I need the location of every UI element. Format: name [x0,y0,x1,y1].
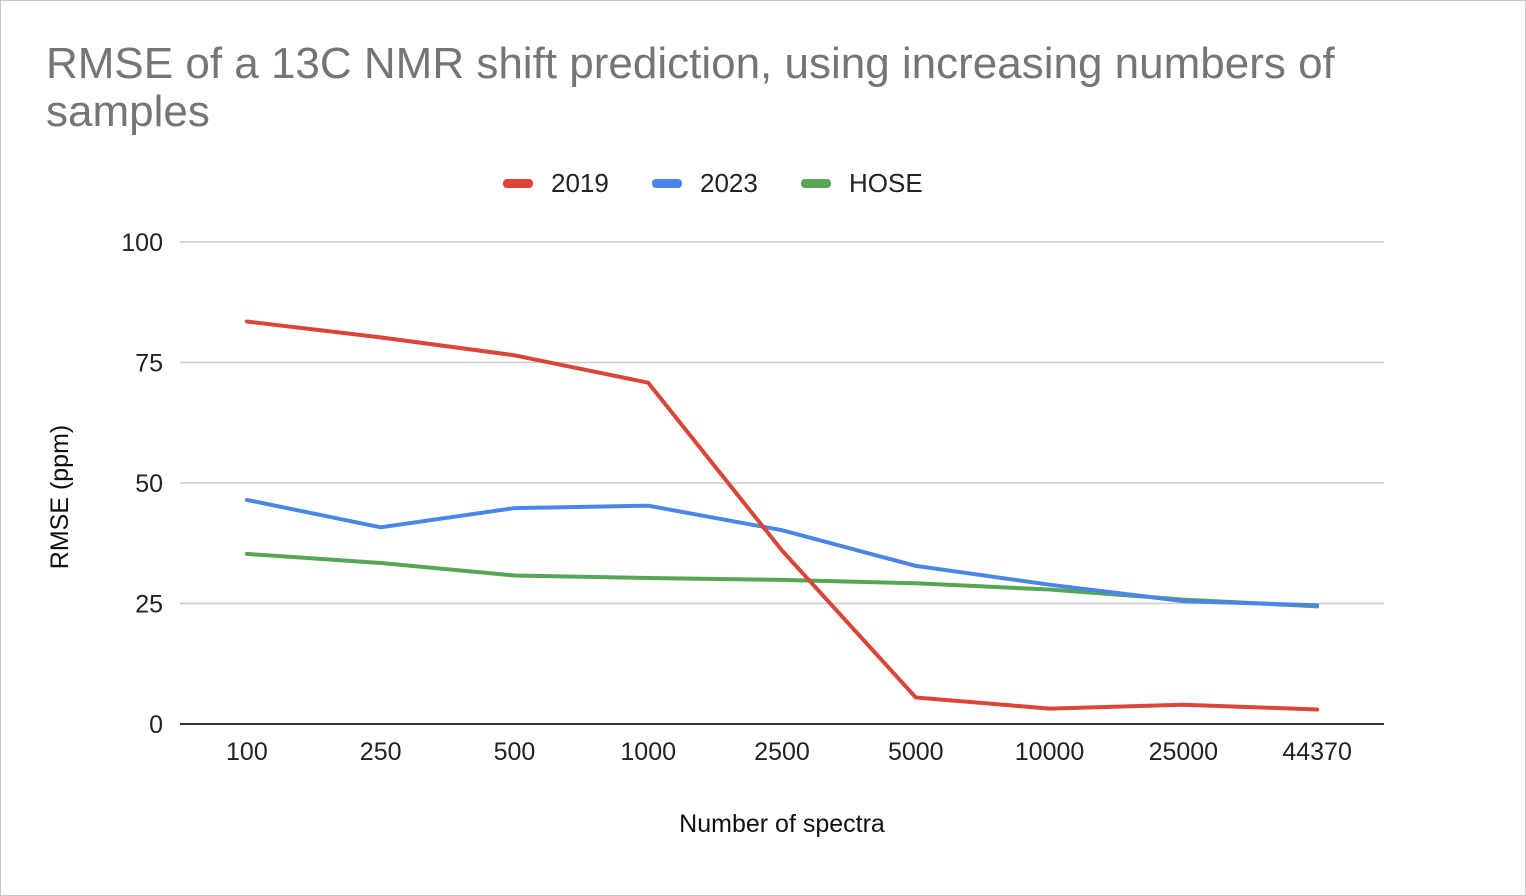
chart-title: RMSE of a 13C NMR shift prediction, usin… [46,39,1335,136]
x-tick-label-10000: 10000 [1015,738,1085,766]
x-tick-label-100: 100 [226,738,268,766]
legend-swatch-hose [801,178,831,188]
y-tick-label-25: 25 [135,591,163,619]
series-line-2019 [244,319,1320,712]
x-tick-label-2500: 2500 [754,738,810,766]
legend-item-2019[interactable]: 2019 [503,166,609,200]
legend-label-2019: 2019 [551,167,609,198]
y-tick-label-0: 0 [149,711,163,739]
x-tick-labels: 100 250 500 1000 2500 5000 10000 25000 44370 [226,738,1352,766]
legend-item-2023[interactable]: 2023 [652,166,758,200]
x-tick-label-500: 500 [494,738,536,766]
x-axis-title: Number of spectra [679,810,885,838]
legend-swatch-2023 [652,178,682,188]
chart-legend: 2019 2023 HOSE [0,166,1526,200]
x-tick-label-1000: 1000 [620,738,676,766]
x-tick-label-25000: 25000 [1149,738,1219,766]
y-axis-title: RMSE (ppm) [46,425,74,569]
y-tick-labels: 0 25 50 75 100 [121,229,163,739]
series-line-2023 [244,497,1320,608]
x-tick-label-5000: 5000 [888,738,944,766]
gridlines [180,241,1384,725]
series-lines [244,319,1320,712]
y-tick-label-75: 75 [135,350,163,378]
y-tick-label-50: 50 [135,470,163,498]
legend-label-hose: HOSE [849,167,923,198]
y-tick-label-100: 100 [121,229,163,257]
legend-swatch-2019 [503,178,533,188]
legend-label-2023: 2023 [700,167,758,198]
legend-item-hose[interactable]: HOSE [801,166,923,200]
x-tick-label-250: 250 [360,738,402,766]
x-tick-label-44370: 44370 [1282,738,1352,766]
